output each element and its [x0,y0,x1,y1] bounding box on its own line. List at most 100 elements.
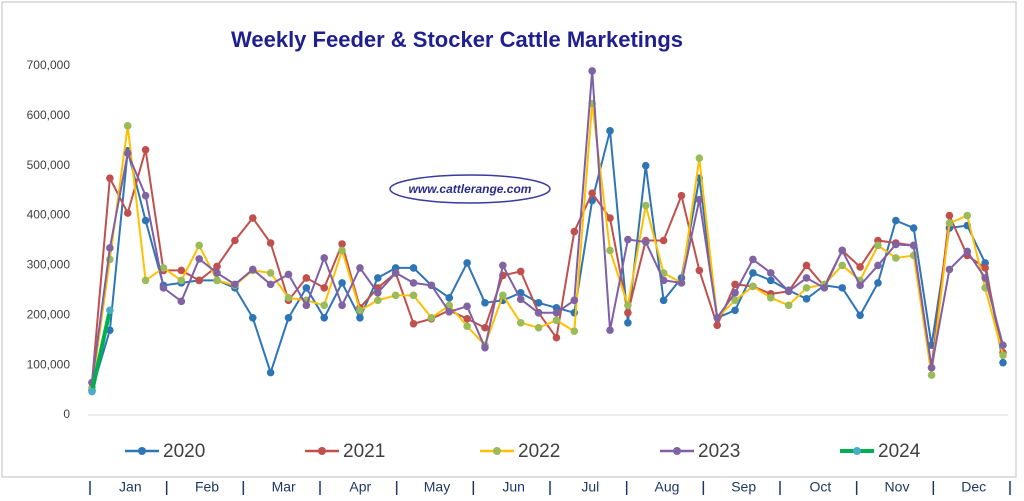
series-marker [731,296,739,305]
series-marker [534,299,543,307]
series-marker [391,269,400,277]
series-marker [445,294,454,302]
x-tick-label: Dec [961,479,986,495]
series-marker [981,264,989,272]
series-marker [695,195,704,204]
legend-marker [673,447,681,455]
series-marker [909,241,918,250]
series-marker [874,279,882,287]
legend-label: 2021 [343,441,385,462]
series-marker [802,284,811,292]
series-marker [624,235,632,244]
series-marker [195,276,203,285]
series-marker [820,284,829,292]
series-marker [516,295,525,304]
series-marker [534,323,543,332]
series-marker [766,269,775,277]
series-marker [463,314,471,323]
series-marker [338,246,346,255]
y-tick-label: 200,000 [27,307,71,321]
series-marker [123,122,132,130]
watermark: www.cattlerange.com [409,182,532,196]
legend-marker [318,447,326,455]
series-marker [266,239,275,247]
series-marker [588,67,596,75]
series-marker [231,280,239,289]
series-marker [213,269,221,277]
series-marker [874,241,882,250]
series-marker [838,261,847,270]
series-marker [606,246,614,255]
series-marker [856,281,864,290]
series-marker [695,266,704,275]
series-marker [945,211,954,220]
series-marker [927,371,936,379]
series-marker [945,219,954,227]
y-tick-label: 100,000 [27,357,71,371]
series-marker [213,276,221,285]
series-marker [838,284,847,292]
series-marker [248,313,257,322]
series-marker [302,284,311,292]
series-marker [749,282,757,291]
series-marker [999,358,1007,367]
series-marker [88,387,96,396]
series-marker [624,301,632,310]
series-marker [624,308,632,317]
series-marker [159,264,168,272]
series-marker [481,323,489,332]
series-marker [141,145,150,154]
legend-label: 2024 [878,441,921,462]
series-marker [302,274,311,282]
series-marker [338,301,346,310]
series-marker [749,269,757,277]
series-marker [534,308,543,317]
series-marker [266,280,275,289]
legend-marker [853,447,861,455]
series-marker [106,174,114,182]
series-marker [695,154,704,163]
series-marker [320,254,329,262]
series-marker [356,306,364,315]
series-marker [141,191,150,200]
legend-label: 2022 [518,441,560,462]
series-marker [874,261,882,270]
series-marker [784,287,793,296]
series-marker [552,308,561,317]
series-marker [927,363,936,372]
series-marker [802,295,811,303]
x-tick-label: Jun [502,479,525,495]
series-marker [963,247,972,256]
series-marker [838,246,847,255]
series-marker [123,209,132,217]
series-marker [606,127,614,135]
series-marker [231,236,239,245]
y-tick-label: 300,000 [27,258,71,272]
legend-label: 2023 [698,441,740,462]
series-marker [320,284,329,292]
series-marker [177,276,186,285]
series-marker [106,306,114,315]
series-marker [248,214,257,222]
series-marker [624,318,632,327]
series-marker [195,241,203,250]
series-marker [195,255,203,263]
x-tick-label: Mar [272,479,296,495]
series-marker [427,313,436,322]
series-marker [588,189,596,197]
series-marker [302,301,311,310]
series-marker [749,255,757,264]
series-marker [445,307,454,316]
series-marker [427,281,436,290]
x-tick-label: Oct [809,479,831,495]
series-marker [659,236,668,245]
series-marker [570,308,579,317]
series-marker [159,284,168,292]
series-marker [409,319,418,328]
series-marker [892,240,900,249]
series-marker [641,161,650,170]
series-marker [641,238,650,246]
series-marker [713,313,721,322]
series-marker [284,270,293,279]
